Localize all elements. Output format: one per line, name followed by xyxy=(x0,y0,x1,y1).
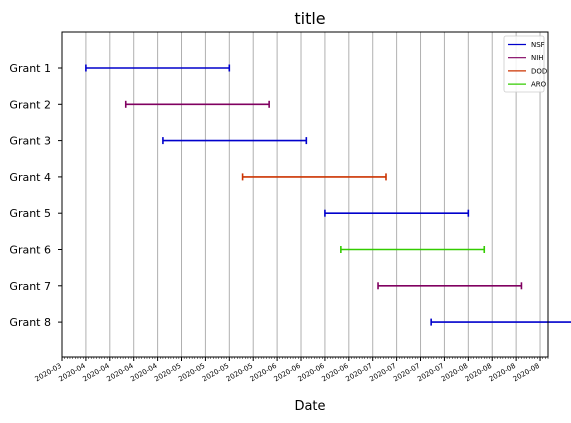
plot-frame xyxy=(61,31,549,358)
legend-label: NIH xyxy=(531,54,544,62)
bars-layer xyxy=(85,64,571,326)
y-tick-label: Grant 5 xyxy=(9,207,51,220)
y-tick-label: Grant 3 xyxy=(9,135,51,148)
gantt-bar xyxy=(241,173,387,181)
y-tick-label: Grant 2 xyxy=(9,98,51,111)
gantt-bar xyxy=(85,64,231,72)
legend: NSF NIH DOD ARO xyxy=(503,35,547,93)
gantt-bar xyxy=(377,282,523,290)
y-ticks-layer: Grant 1 Grant 2 Grant 3 Grant 4 Grant 5 Grant… xyxy=(9,62,62,329)
legend-box xyxy=(503,35,545,93)
x-axis-label: Date xyxy=(294,399,325,414)
gantt-bar xyxy=(324,209,470,217)
x-tick-label: 2020-08 xyxy=(512,362,541,384)
gantt-bar xyxy=(162,137,308,145)
legend-label: DOD xyxy=(531,67,547,75)
y-tick-label: Grant 8 xyxy=(9,316,51,329)
grid-layer xyxy=(61,32,541,357)
x-ticks-layer: 2020-032020-042020-042020-042020-042020-… xyxy=(34,357,549,384)
y-tick-label: Grant 6 xyxy=(9,244,51,257)
gantt-bar xyxy=(430,318,571,326)
y-tick-label: Grant 7 xyxy=(9,280,51,293)
y-tick-label: Grant 1 xyxy=(9,62,51,75)
y-tick-label: Grant 4 xyxy=(9,171,51,184)
legend-label: ARO xyxy=(531,81,547,89)
gantt-bar xyxy=(124,100,270,108)
legend-label: NSF xyxy=(531,41,545,49)
gantt-bar xyxy=(340,246,486,253)
chart-title: title xyxy=(294,9,325,28)
